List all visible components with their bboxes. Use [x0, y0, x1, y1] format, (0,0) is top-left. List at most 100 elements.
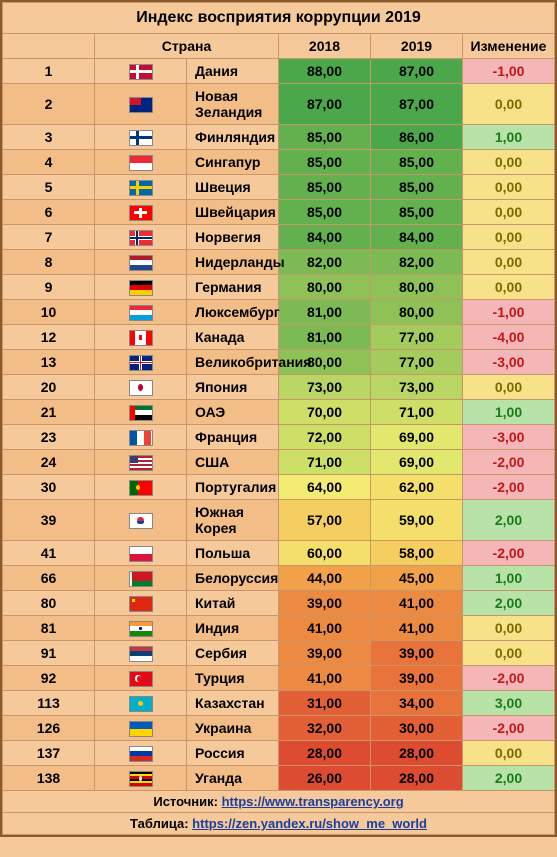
country-cell: Швейцария	[187, 200, 279, 225]
table-link[interactable]: https://zen.yandex.ru/show_me_world	[192, 816, 427, 831]
value-2018: 80,00	[279, 275, 371, 300]
rank-cell: 92	[3, 666, 95, 691]
rank-cell: 1	[3, 59, 95, 84]
change-cell: -2,00	[463, 541, 555, 566]
value-2019: 28,00	[371, 741, 463, 766]
value-2018: 57,00	[279, 500, 371, 541]
country-cell: Сингапур	[187, 150, 279, 175]
rank-cell: 8	[3, 250, 95, 275]
value-2019: 39,00	[371, 641, 463, 666]
country-cell: Украина	[187, 716, 279, 741]
rank-cell: 80	[3, 591, 95, 616]
change-cell: 1,00	[463, 125, 555, 150]
value-2018: 39,00	[279, 641, 371, 666]
flag-cell	[95, 400, 187, 425]
value-2019: 86,00	[371, 125, 463, 150]
country-cell: США	[187, 450, 279, 475]
flag-cell	[95, 275, 187, 300]
flag-cell	[95, 350, 187, 375]
change-cell: -2,00	[463, 450, 555, 475]
source-link[interactable]: https://www.transparency.org	[222, 794, 404, 809]
header-country: Страна	[95, 34, 279, 59]
value-2018: 41,00	[279, 666, 371, 691]
table-row: 8Нидерланды82,0082,000,00	[3, 250, 555, 275]
flag-cell	[95, 175, 187, 200]
rank-cell: 12	[3, 325, 95, 350]
change-cell: 0,00	[463, 150, 555, 175]
table-row: 4Сингапур85,0085,000,00	[3, 150, 555, 175]
country-cell: Нидерланды	[187, 250, 279, 275]
table-row: 92Турция41,0039,00-2,00	[3, 666, 555, 691]
value-2018: 64,00	[279, 475, 371, 500]
value-2019: 85,00	[371, 200, 463, 225]
country-cell: Финляндия	[187, 125, 279, 150]
rank-cell: 41	[3, 541, 95, 566]
change-cell: -4,00	[463, 325, 555, 350]
rank-cell: 24	[3, 450, 95, 475]
rank-cell: 66	[3, 566, 95, 591]
change-cell: 1,00	[463, 400, 555, 425]
value-2019: 87,00	[371, 84, 463, 125]
flag-cell	[95, 691, 187, 716]
table-row: 10Люксембург81,0080,00-1,00	[3, 300, 555, 325]
country-cell: Великобритания	[187, 350, 279, 375]
country-cell: Япония	[187, 375, 279, 400]
rank-cell: 5	[3, 175, 95, 200]
rank-cell: 113	[3, 691, 95, 716]
change-cell: 0,00	[463, 175, 555, 200]
change-cell: 2,00	[463, 591, 555, 616]
change-cell: -2,00	[463, 475, 555, 500]
rank-cell: 3	[3, 125, 95, 150]
country-cell: Казахстан	[187, 691, 279, 716]
table-row: 6Швейцария85,0085,000,00	[3, 200, 555, 225]
flag-cell	[95, 541, 187, 566]
value-2018: 28,00	[279, 741, 371, 766]
value-2019: 69,00	[371, 425, 463, 450]
value-2019: 30,00	[371, 716, 463, 741]
header-2019: 2019	[371, 34, 463, 59]
flag-cell	[95, 616, 187, 641]
rank-cell: 21	[3, 400, 95, 425]
change-cell: 2,00	[463, 500, 555, 541]
value-2018: 81,00	[279, 325, 371, 350]
change-cell: -3,00	[463, 350, 555, 375]
value-2019: 34,00	[371, 691, 463, 716]
change-cell: 0,00	[463, 275, 555, 300]
value-2019: 80,00	[371, 300, 463, 325]
table-row: 41Польша60,0058,00-2,00	[3, 541, 555, 566]
value-2019: 41,00	[371, 591, 463, 616]
flag-cell	[95, 766, 187, 791]
change-cell: -1,00	[463, 300, 555, 325]
rank-cell: 30	[3, 475, 95, 500]
flag-cell	[95, 716, 187, 741]
table-row: 3Финляндия85,0086,001,00	[3, 125, 555, 150]
flag-cell	[95, 375, 187, 400]
table-row: 9Германия80,0080,000,00	[3, 275, 555, 300]
country-cell: Сербия	[187, 641, 279, 666]
table-row: 2Новая Зеландия87,0087,000,00	[3, 84, 555, 125]
flag-cell	[95, 591, 187, 616]
change-cell: 0,00	[463, 616, 555, 641]
country-cell: Новая Зеландия	[187, 84, 279, 125]
country-cell: Канада	[187, 325, 279, 350]
flag-cell	[95, 641, 187, 666]
rank-cell: 20	[3, 375, 95, 400]
change-cell: 1,00	[463, 566, 555, 591]
country-cell: Индия	[187, 616, 279, 641]
flag-cell	[95, 150, 187, 175]
value-2019: 80,00	[371, 275, 463, 300]
table-row: 24США71,0069,00-2,00	[3, 450, 555, 475]
country-cell: Франция	[187, 425, 279, 450]
rank-cell: 9	[3, 275, 95, 300]
rank-cell: 2	[3, 84, 95, 125]
value-2019: 62,00	[371, 475, 463, 500]
value-2018: 82,00	[279, 250, 371, 275]
rank-cell: 91	[3, 641, 95, 666]
change-cell: -1,00	[463, 59, 555, 84]
country-cell: Норвегия	[187, 225, 279, 250]
rank-cell: 13	[3, 350, 95, 375]
footer-table: Таблица: https://zen.yandex.ru/show_me_w…	[3, 813, 555, 835]
change-cell: 0,00	[463, 250, 555, 275]
value-2018: 71,00	[279, 450, 371, 475]
table-title: Индекс восприятия коррупции 2019	[3, 3, 555, 34]
